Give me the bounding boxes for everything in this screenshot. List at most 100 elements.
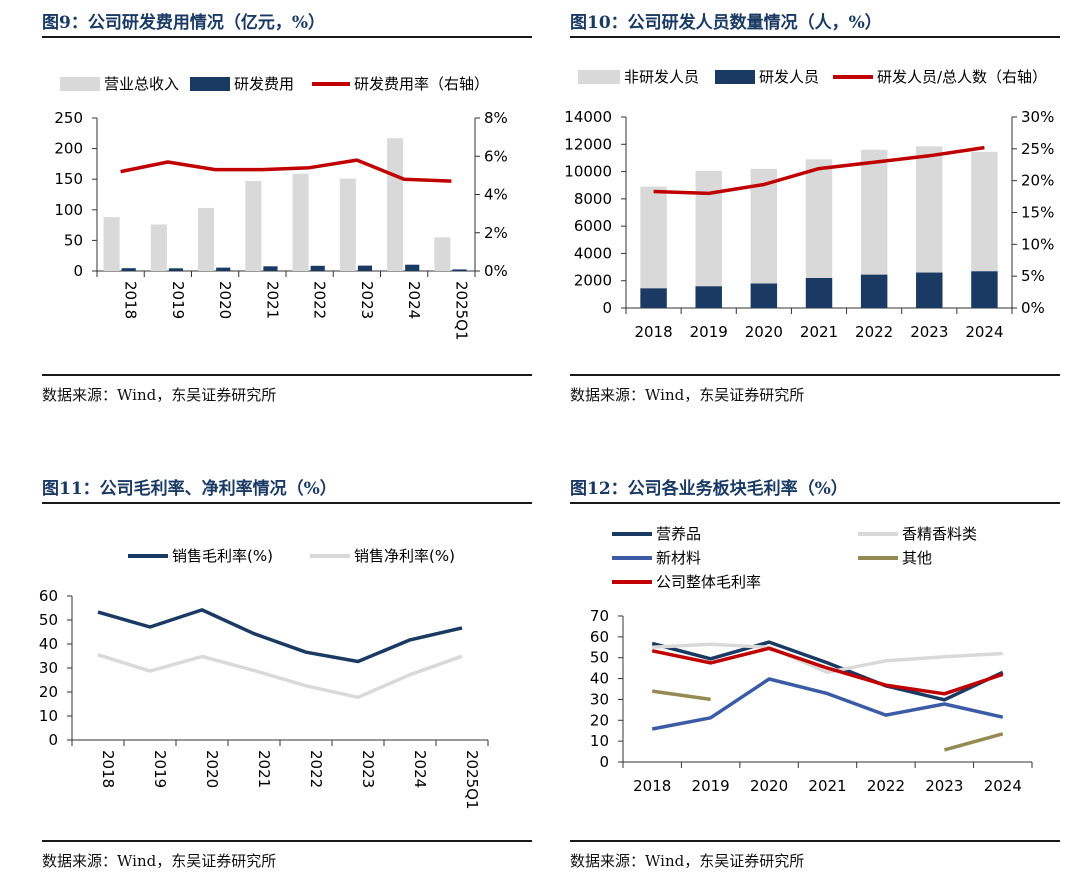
bar — [198, 207, 215, 271]
x-tick-label: 2025Q1 — [463, 750, 481, 810]
y-right-tick-label: 4% — [484, 186, 508, 204]
legend-label: 非研发人员 — [624, 68, 699, 86]
legend-label: 新材料 — [656, 549, 701, 567]
y-tick-label: 20 — [590, 711, 609, 729]
x-tick-label: 2023 — [925, 777, 963, 795]
panel-rd-staff: 图10：公司研发人员数量情况（人，%） 数据来源：Wind，东吴证券研究所 — [570, 0, 1060, 420]
y-tick-label: 30 — [590, 690, 609, 708]
x-tick-label: 2021 — [808, 777, 846, 795]
chart-title: 图10：公司研发人员数量情况（人，%） — [570, 13, 882, 33]
y-tick-label: 150 — [54, 170, 83, 188]
y-right-tick-label: 0% — [484, 262, 508, 280]
legend-label: 营养品 — [656, 525, 701, 543]
x-tick-label: 2025Q1 — [452, 281, 470, 341]
y-right-tick-label: 0% — [1021, 299, 1045, 317]
x-tick-label: 2021 — [255, 750, 273, 788]
y-right-tick-label: 30% — [1021, 108, 1054, 126]
bar — [916, 146, 943, 273]
data-source: 数据来源：Wind，东吴证券研究所 — [570, 386, 805, 404]
x-tick-label: 2018 — [634, 323, 672, 341]
legend-label: 香精香料类 — [902, 525, 977, 543]
series-line — [651, 677, 1004, 731]
title-divider — [570, 36, 1060, 38]
chart-title: 图9：公司研发费用情况（亿元，%） — [42, 13, 325, 33]
y-tick-label: 100 — [54, 201, 83, 219]
source-divider — [42, 840, 532, 842]
legend-label: 研发费用率（右轴） — [354, 75, 489, 93]
y-right-tick-label: 6% — [484, 147, 508, 165]
x-tick-label: 2019 — [692, 777, 730, 795]
y-tick-label: 6000 — [574, 217, 612, 235]
y-tick-label: 50 — [39, 611, 58, 629]
legend-swatch — [190, 77, 230, 91]
bar — [245, 181, 262, 271]
bar — [310, 265, 325, 271]
x-tick-label: 2020 — [750, 777, 788, 795]
bar — [750, 168, 778, 284]
legend-label: 营业总收入 — [104, 75, 179, 93]
data-source: 数据来源：Wind，东吴证券研究所 — [42, 386, 277, 404]
bar — [168, 268, 184, 271]
x-tick-label: 2020 — [203, 750, 221, 788]
x-tick-label: 2024 — [405, 281, 423, 319]
y-right-tick-label: 2% — [484, 224, 508, 242]
data-source: 数据来源：Wind，东吴证券研究所 — [570, 852, 805, 870]
y-tick-label: 60 — [39, 587, 58, 605]
x-tick-label: 2022 — [855, 323, 893, 341]
y-tick-label: 0 — [602, 299, 612, 317]
x-tick-label: 2019 — [690, 323, 728, 341]
bar — [357, 265, 373, 271]
legend-label: 销售净利率(%) — [354, 547, 455, 565]
y-right-tick-label: 20% — [1021, 172, 1054, 190]
title-divider — [570, 502, 1060, 504]
y-tick-label: 0 — [599, 753, 609, 771]
x-tick-label: 2021 — [800, 323, 838, 341]
y-right-tick-label: 15% — [1021, 204, 1054, 222]
title-divider — [42, 502, 532, 504]
bar — [150, 224, 167, 271]
bar — [971, 271, 998, 308]
bar — [860, 149, 888, 275]
bar — [640, 288, 667, 308]
y-tick-label: 60 — [590, 628, 609, 646]
panel-rd-expense: 图9：公司研发费用情况（亿元，%） 数据来源：Wind，东吴证券研究所 — [42, 0, 532, 420]
series-line — [120, 158, 452, 183]
bar — [805, 159, 833, 278]
source-divider — [42, 374, 532, 376]
bar — [339, 178, 356, 271]
panel-segment-margins: 图12：公司各业务板块毛利率（%） 数据来源：Wind，东吴证券研究所 — [570, 468, 1060, 888]
y-tick-label: 10 — [590, 732, 609, 750]
x-tick-label: 2020 — [216, 281, 234, 319]
x-tick-label: 2018 — [122, 281, 140, 319]
bar — [292, 173, 309, 271]
x-tick-label: 2023 — [910, 323, 948, 341]
bar — [916, 272, 943, 308]
bar — [121, 268, 136, 271]
y-tick-label: 40 — [590, 670, 609, 688]
x-tick-label: 2018 — [99, 750, 117, 788]
chart-title: 图12：公司各业务板块毛利率（%） — [570, 479, 848, 499]
x-tick-label: 2024 — [965, 323, 1003, 341]
x-tick-label: 2021 — [263, 281, 281, 319]
legend-label: 研发人员/总人数（右轴） — [877, 68, 1047, 86]
bar — [860, 274, 888, 308]
y-right-tick-label: 8% — [484, 109, 508, 127]
x-tick-label: 2019 — [151, 750, 169, 788]
source-divider — [570, 374, 1060, 376]
bar — [640, 186, 667, 289]
y-right-tick-label: 5% — [1021, 267, 1045, 285]
x-tick-label: 2022 — [307, 750, 325, 788]
bar — [216, 267, 231, 271]
y-tick-label: 50 — [590, 649, 609, 667]
bar — [434, 237, 451, 271]
series-line — [651, 640, 1004, 702]
legend-label: 研发费用 — [234, 75, 294, 93]
data-source: 数据来源：Wind，东吴证券研究所 — [42, 852, 277, 870]
title-divider — [42, 36, 532, 38]
y-tick-label: 30 — [39, 659, 58, 677]
x-tick-label: 2019 — [169, 281, 187, 319]
y-tick-label: 200 — [54, 140, 83, 158]
bar — [971, 151, 998, 272]
x-tick-label: 2023 — [359, 750, 377, 788]
